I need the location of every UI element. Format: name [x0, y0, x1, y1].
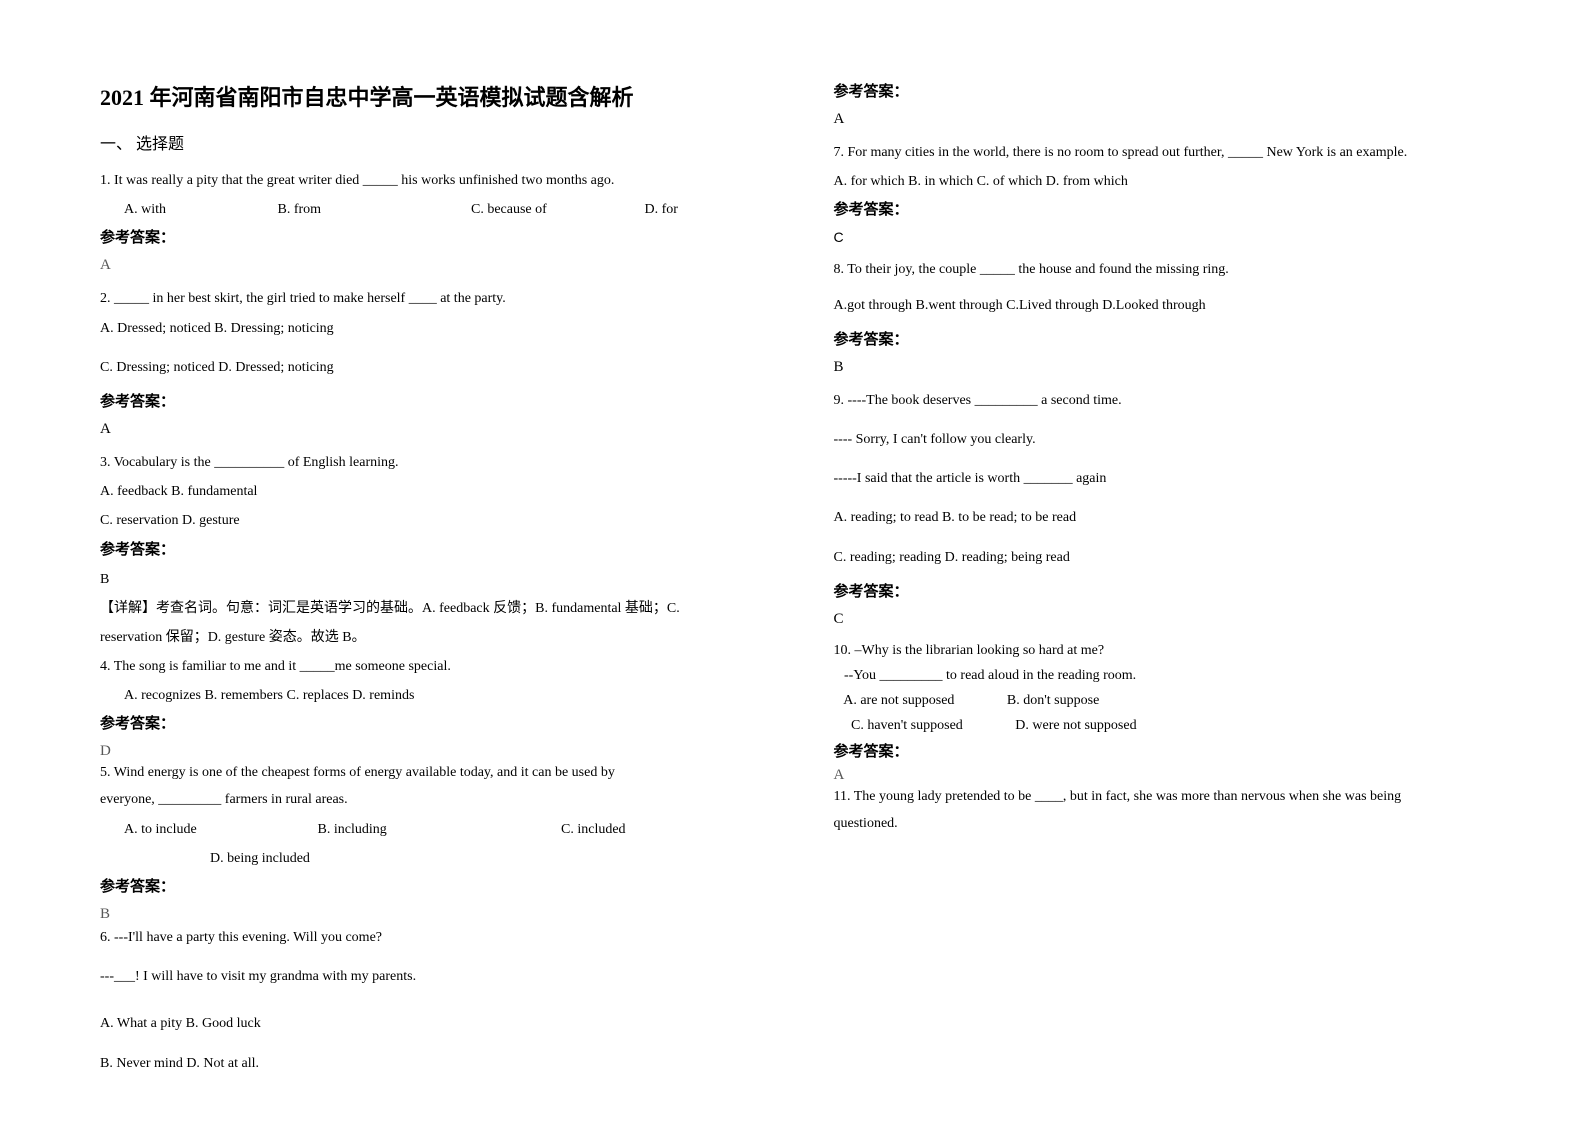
q6-options-2: B. Never mind D. Not at all. — [100, 1051, 754, 1076]
q2-options-1: A. Dressed; noticed B. Dressing; noticin… — [100, 316, 754, 341]
q5-optA: A. to include — [124, 817, 314, 842]
q8-answer: B — [834, 359, 1488, 376]
q7-stem: 7. For many cities in the world, there i… — [834, 140, 1488, 165]
q3-options-1: A. feedback B. fundamental — [100, 479, 754, 504]
q6-answer: A — [834, 111, 1488, 128]
q3-answer: B — [100, 567, 754, 592]
q3-explain-2: reservation 保留；D. gesture 姿态。故选 B。 — [100, 625, 754, 650]
q8-options: A.got through B.went through C.Lived thr… — [834, 293, 1488, 318]
q11-stem-2: questioned. — [834, 811, 1488, 836]
q6-answer-label: 参考答案： — [834, 80, 1488, 101]
q10-answer: A — [834, 767, 1488, 784]
q5-optB: B. including — [318, 817, 558, 842]
q4-options: A. recognizes B. remembers C. replaces D… — [100, 683, 754, 708]
q3-stem: 3. Vocabulary is the __________ of Engli… — [100, 450, 754, 475]
q1-answer: A — [100, 257, 754, 274]
q1-optB: B. from — [278, 197, 468, 222]
q7-answer-label: 参考答案： — [834, 198, 1488, 219]
q1-options: A. with B. from C. because of D. for — [100, 197, 754, 222]
q2-stem: 2. _____ in her best skirt, the girl tri… — [100, 286, 754, 311]
q2-options-2: C. Dressing; noticed D. Dressed; noticin… — [100, 355, 754, 380]
q6-stem-1: 6. ---I'll have a party this evening. Wi… — [100, 925, 754, 950]
q10-answer-label: 参考答案： — [834, 740, 1488, 761]
q11-stem-1: 11. The young lady pretended to be ____,… — [834, 786, 1488, 807]
q9-stem-3: -----I said that the article is worth __… — [834, 466, 1488, 491]
q4-stem: 4. The song is familiar to me and it ___… — [100, 654, 754, 679]
q4-answer-label: 参考答案： — [100, 712, 754, 733]
q2-answer: A — [100, 421, 754, 438]
q3-answer-label: 参考答案： — [100, 538, 754, 559]
q1-stem: 1. It was really a pity that the great w… — [100, 168, 754, 193]
q6-options-1: A. What a pity B. Good luck — [100, 1011, 754, 1036]
page-title: 2021 年河南省南阳市自忠中学高一英语模拟试题含解析 — [100, 80, 754, 112]
q5-stem-1: 5. Wind energy is one of the cheapest fo… — [100, 762, 754, 783]
q2-answer-label: 参考答案： — [100, 390, 754, 411]
q5-answer-label: 参考答案： — [100, 875, 754, 896]
q9-stem-1: 9. ----The book deserves _________ a sec… — [834, 388, 1488, 413]
q9-options-1: A. reading; to read B. to be read; to be… — [834, 505, 1488, 530]
q5-stem-2: everyone, _________ farmers in rural are… — [100, 787, 754, 812]
section-heading: 一、 选择题 — [100, 130, 754, 154]
q9-options-2: C. reading; reading D. reading; being re… — [834, 545, 1488, 570]
q1-optA: A. with — [124, 197, 274, 222]
q5-options-1: A. to include B. including C. included — [100, 817, 754, 842]
q3-explain-1: 【详解】考查名词。句意：词汇是英语学习的基础。A. feedback 反馈；B.… — [100, 596, 754, 621]
q9-stem-2: ---- Sorry, I can't follow you clearly. — [834, 427, 1488, 452]
q9-answer-label: 参考答案： — [834, 580, 1488, 601]
q10-stem-1: 10. –Why is the librarian looking so har… — [834, 640, 1488, 661]
q1-optC: C. because of — [471, 197, 641, 222]
q10-stem-2: --You _________ to read aloud in the rea… — [834, 665, 1488, 686]
q8-answer-label: 参考答案： — [834, 328, 1488, 349]
q5-answer: B — [100, 906, 754, 923]
q5-options-2: D. being included — [100, 846, 754, 871]
q7-answer: C — [834, 229, 1488, 245]
q10-options-2: C. haven't supposed D. were not supposed — [834, 715, 1488, 736]
q8-stem: 8. To their joy, the couple _____ the ho… — [834, 257, 1488, 282]
q1-optD: D. for — [645, 197, 678, 222]
q9-answer: C — [834, 611, 1488, 628]
q7-options: A. for which B. in which C. of which D. … — [834, 169, 1488, 194]
q3-options-2: C. reservation D. gesture — [100, 508, 754, 533]
q4-answer: D — [100, 743, 754, 760]
q1-answer-label: 参考答案： — [100, 226, 754, 247]
q5-optC: C. included — [561, 817, 626, 842]
q10-options-1: A. are not supposed B. don't suppose — [834, 690, 1488, 711]
q6-stem-2: ---___! I will have to visit my grandma … — [100, 964, 754, 989]
